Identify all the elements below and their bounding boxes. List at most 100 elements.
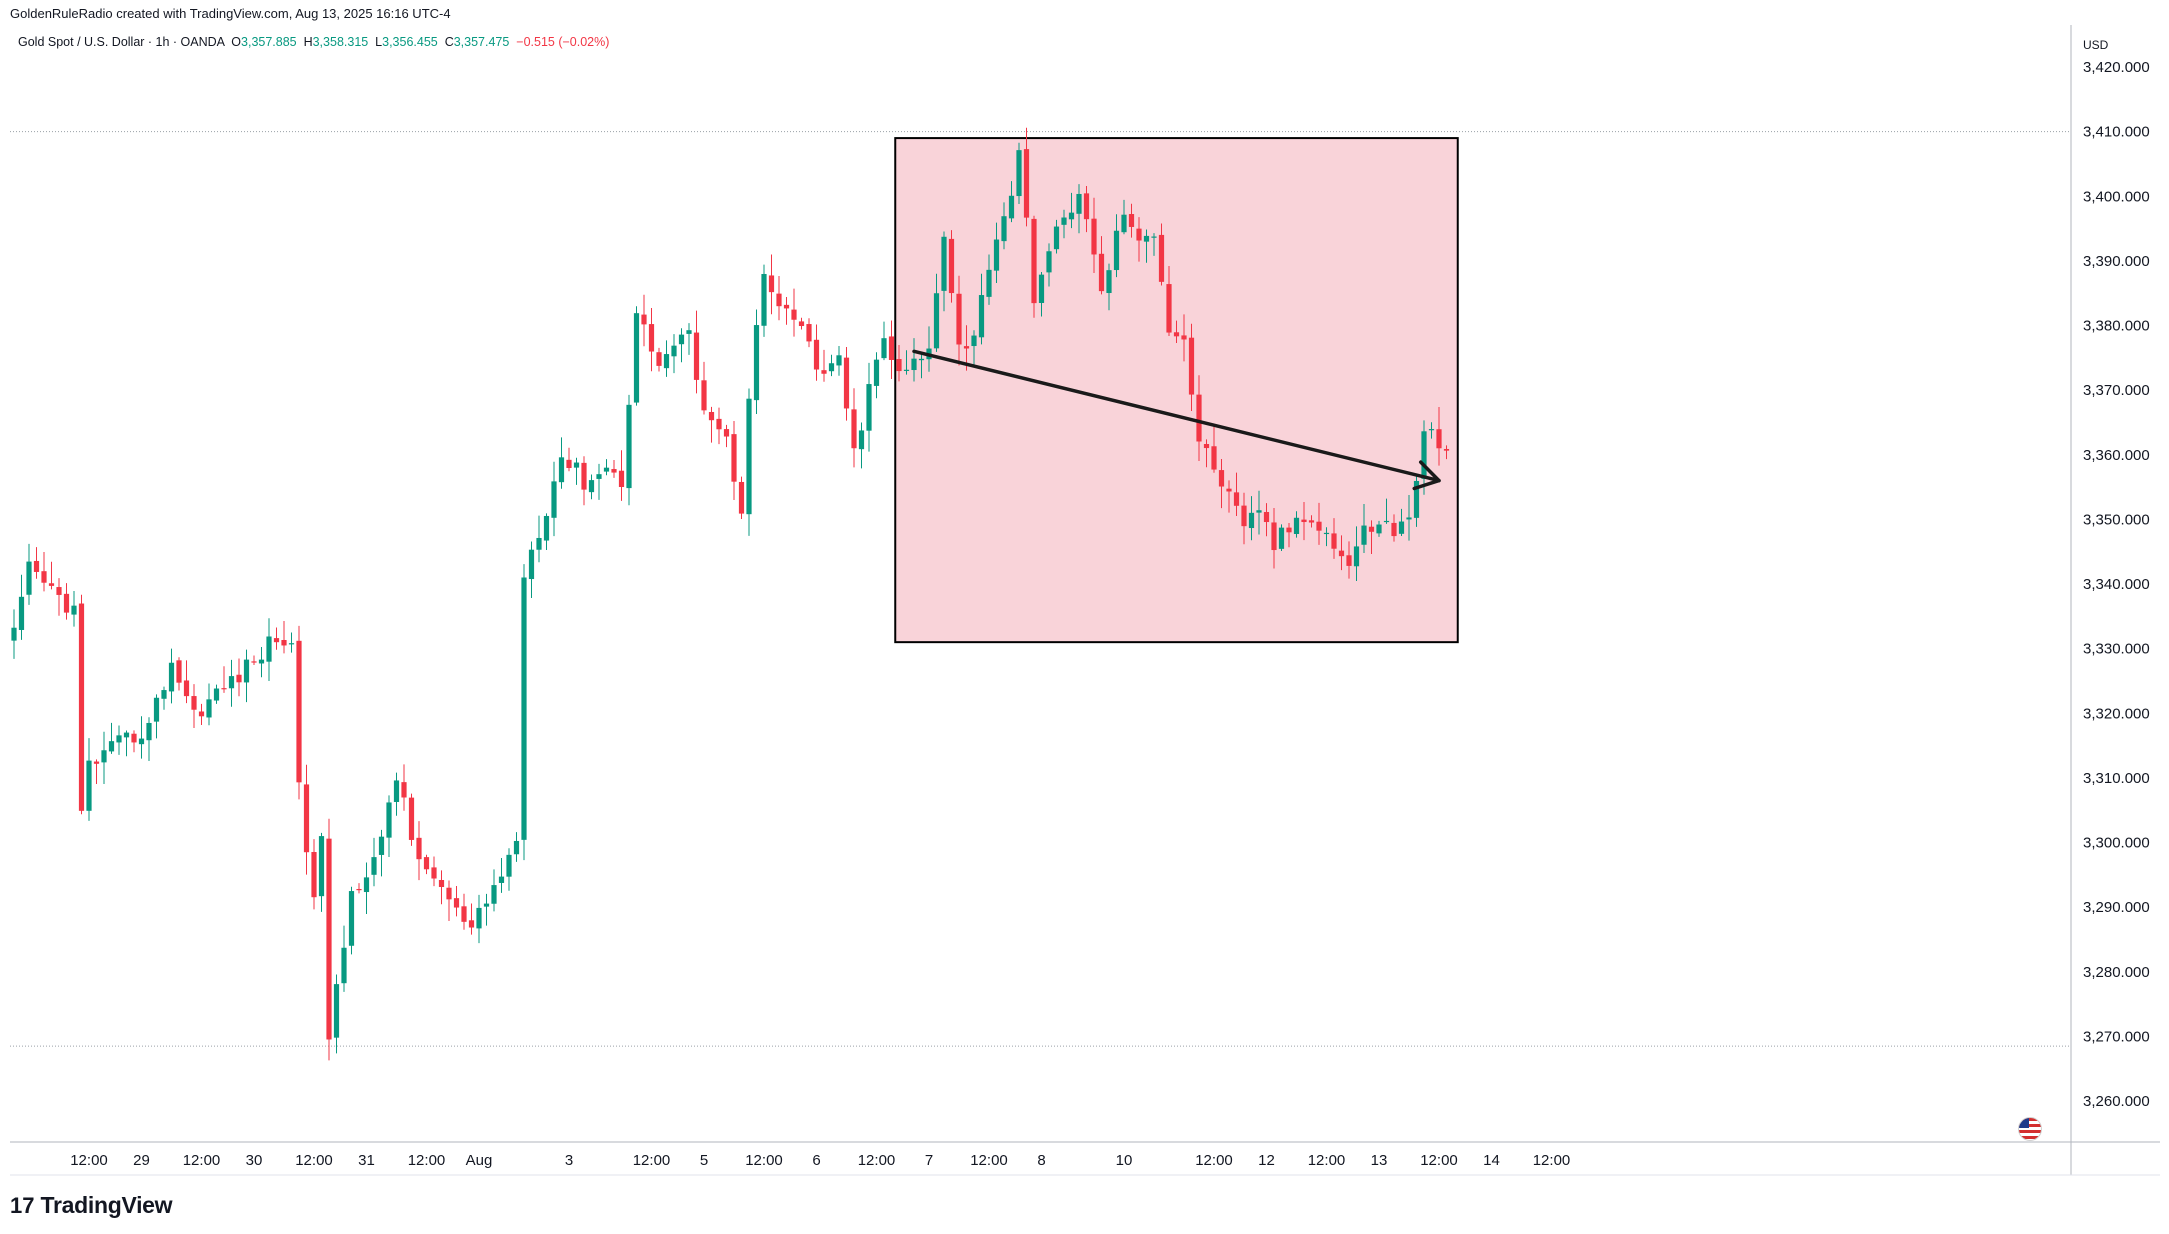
candle-body-49: [379, 837, 384, 855]
candle-105: [799, 318, 804, 330]
candle-body-125: [949, 239, 954, 293]
candle-body-61: [469, 920, 474, 927]
x-tick-label: 13: [1371, 1152, 1388, 1169]
y-tick-label: 3,300.000: [2083, 835, 2150, 852]
candle-body-130: [986, 270, 991, 297]
candle-30: [236, 658, 241, 696]
candle-body-8: [71, 606, 76, 615]
candle-28: [221, 666, 226, 693]
tradingview-logo-icon: 17: [10, 1193, 34, 1219]
candle-53: [409, 794, 414, 846]
candle-3: [34, 547, 39, 579]
candle-body-81: [619, 471, 624, 487]
candle-body-115: [874, 360, 879, 386]
candle-55: [424, 855, 429, 874]
candle-56: [431, 857, 436, 887]
candle-body-182: [1376, 525, 1381, 534]
candle-36: [281, 621, 286, 653]
candle-body-21: [169, 663, 174, 692]
candle-body-12: [101, 750, 106, 762]
candle-5: [49, 562, 54, 590]
candle-91: [694, 311, 699, 394]
y-tick-label: 3,350.000: [2083, 511, 2150, 528]
candle-body-17: [139, 739, 144, 745]
candle-82: [626, 395, 631, 505]
candle-115: [874, 352, 879, 398]
candle-77: [589, 474, 594, 499]
candle-body-56: [431, 867, 436, 878]
candle-body-171: [1294, 518, 1299, 534]
candle-106: [806, 318, 811, 347]
candle-2: [26, 544, 31, 605]
time-axis[interactable]: 12:00 29 12:00 30 12:00 31 12:00 Aug 3 12:00 5 12:0…: [70, 1152, 1570, 1169]
candle-body-82: [626, 405, 631, 488]
candle-117: [889, 321, 894, 379]
candle-body-75: [574, 463, 579, 468]
candle-68: [521, 564, 526, 860]
candle-34: [266, 618, 271, 681]
candle-body-3: [34, 561, 39, 572]
candle-body-7: [64, 594, 69, 613]
candle-body-20: [161, 690, 166, 699]
y-tick-label: 3,390.000: [2083, 253, 2150, 270]
candle-body-185: [1399, 522, 1404, 534]
candle-11: [94, 759, 99, 784]
candle-body-174: [1316, 522, 1321, 531]
price-axis[interactable]: 3,260.000 3,270.000 3,280.000 3,290.000 3,30…: [2083, 59, 2150, 1110]
candle-body-76: [581, 463, 586, 490]
x-tick-label: 12:00: [1533, 1152, 1571, 1169]
candle-76: [581, 456, 586, 505]
candle-body-163: [1234, 492, 1239, 505]
candle-body-108: [821, 370, 826, 374]
highlight-box[interactable]: [895, 138, 1458, 642]
candle-body-68: [521, 577, 526, 839]
candle-136: [1031, 216, 1036, 318]
candle-body-44: [341, 948, 346, 983]
candle-body-22: [176, 660, 181, 682]
candle-41: [319, 833, 324, 912]
candle-body-131: [994, 240, 999, 271]
candle-body-29: [229, 676, 234, 688]
x-tick-label: 12:00: [745, 1152, 783, 1169]
candle-24: [191, 684, 196, 728]
candle-body-34: [266, 637, 271, 662]
candle-52: [401, 764, 406, 810]
candle-109: [829, 355, 834, 376]
candle-body-155: [1174, 332, 1179, 336]
candle-body-139: [1054, 227, 1059, 250]
candle-33: [259, 647, 264, 677]
us-flag-icon[interactable]: [2018, 1117, 2042, 1141]
candle-body-94: [716, 419, 721, 429]
candle-body-33: [259, 660, 264, 664]
x-tick-label: 12:00: [633, 1152, 671, 1169]
candle-114: [866, 363, 871, 452]
candle-31: [244, 650, 249, 702]
candle-body-189: [1429, 429, 1434, 430]
candle-body-169: [1279, 528, 1284, 549]
candle-100: [761, 265, 766, 337]
x-tick-label: 12:00: [970, 1152, 1008, 1169]
x-tick-label: 31: [358, 1152, 375, 1169]
candle-body-162: [1226, 489, 1231, 492]
candle-12: [101, 732, 106, 784]
candle-99: [754, 309, 759, 414]
candle-body-176: [1331, 533, 1336, 548]
candle-body-126: [956, 294, 961, 345]
candle-body-40: [311, 852, 316, 897]
candle-body-184: [1391, 523, 1396, 536]
candle-body-178: [1346, 555, 1351, 566]
candle-body-166: [1256, 510, 1261, 512]
candle-body-164: [1241, 506, 1246, 527]
candle-body-157: [1189, 338, 1194, 395]
candle-body-54: [416, 838, 421, 859]
candle-body-106: [806, 324, 811, 341]
candle-50: [386, 795, 391, 857]
candle-body-64: [491, 885, 496, 904]
candle-body-79: [604, 468, 609, 472]
candle-90: [686, 323, 691, 355]
candle-body-132: [1001, 216, 1006, 241]
candle-body-143: [1084, 193, 1089, 219]
candle-20: [161, 687, 166, 710]
candle-110: [836, 346, 841, 376]
